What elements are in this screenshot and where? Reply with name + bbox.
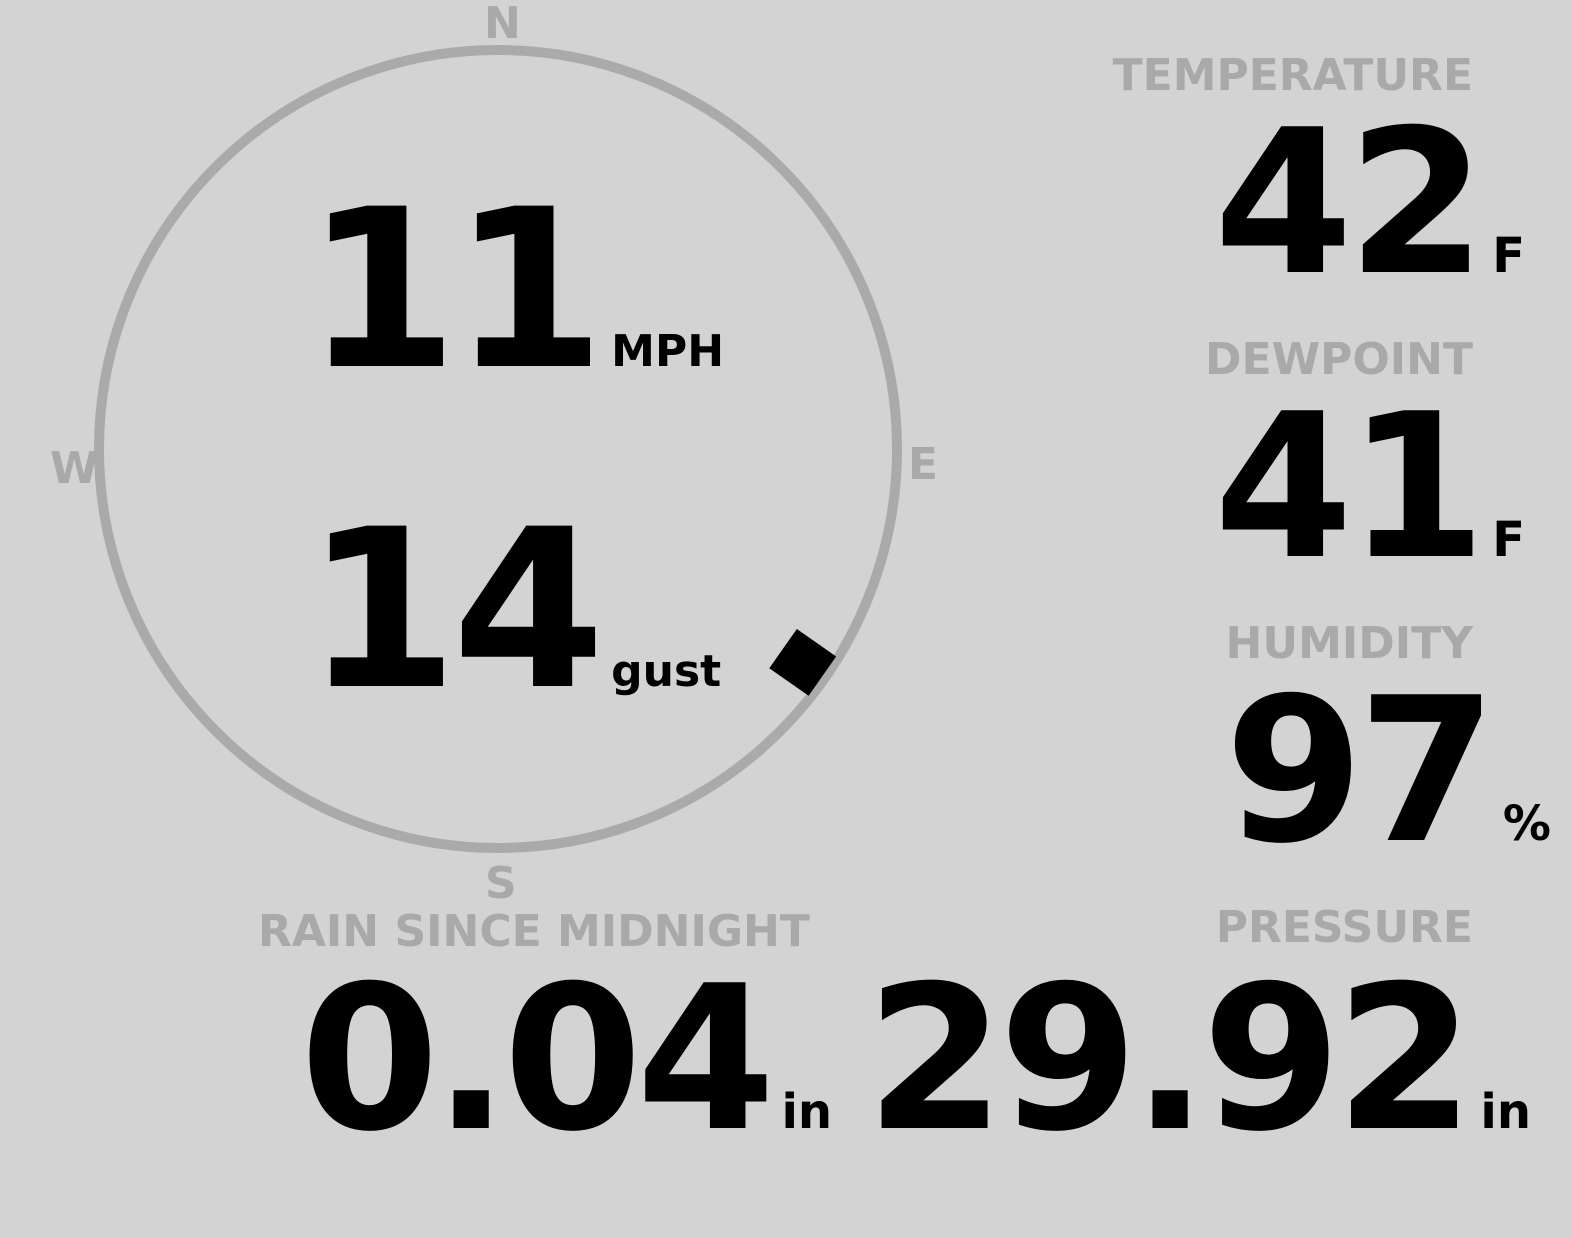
- wind-compass: [94, 45, 902, 853]
- wind-gust-value: 14: [305, 482, 605, 738]
- humidity-value: 97: [1224, 655, 1497, 888]
- pressure-label: PRESSURE: [1215, 902, 1473, 953]
- humidity-group: 97 %: [1225, 672, 1551, 872]
- wind-gust-unit: gust: [611, 646, 722, 697]
- humidity-unit: %: [1502, 796, 1551, 852]
- compass-west-label: W: [50, 443, 99, 494]
- pressure-group: 29.92 in: [866, 960, 1531, 1160]
- dewpoint-group: 41 F: [1214, 388, 1525, 588]
- rain-label: RAIN SINCE MIDNIGHT: [258, 906, 810, 957]
- compass-north-label: N: [484, 0, 521, 49]
- compass-south-label: S: [485, 858, 517, 909]
- wind-direction-marker: [769, 628, 837, 696]
- rain-value: 0.04: [300, 943, 775, 1176]
- wind-gust-group: 14 gust: [305, 500, 721, 720]
- rain-unit: in: [781, 1084, 833, 1140]
- temperature-group: 42 F: [1214, 104, 1525, 304]
- pressure-unit: in: [1480, 1084, 1531, 1140]
- temperature-label: TEMPERATURE: [1112, 50, 1473, 101]
- compass-east-label: E: [908, 439, 939, 490]
- dewpoint-label: DEWPOINT: [1205, 334, 1473, 385]
- dewpoint-value: 41: [1213, 371, 1486, 604]
- wind-speed-unit: MPH: [611, 326, 725, 377]
- wind-speed-group: 11 MPH: [305, 180, 724, 400]
- temperature-value: 42: [1213, 87, 1486, 320]
- wind-speed-value: 11: [305, 162, 605, 418]
- temperature-unit: F: [1492, 228, 1525, 284]
- pressure-value: 29.92: [865, 943, 1475, 1176]
- dewpoint-unit: F: [1492, 512, 1525, 568]
- compass-ring: [94, 45, 902, 853]
- rain-group: 0.04 in: [300, 960, 832, 1160]
- humidity-label: HUMIDITY: [1225, 618, 1473, 669]
